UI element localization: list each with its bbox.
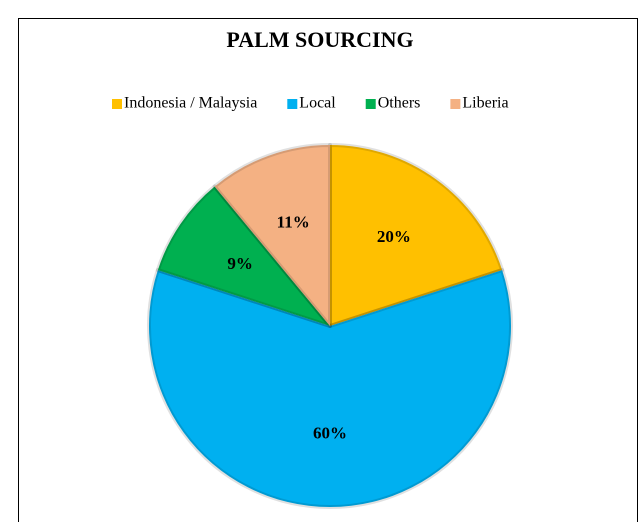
pie-slice <box>212 143 332 328</box>
legend-swatch <box>450 99 461 109</box>
data-label: 9% <box>227 254 253 273</box>
legend-label: Others <box>378 95 421 112</box>
pie-slice <box>147 268 513 509</box>
legend-label: Local <box>299 95 336 112</box>
pie-slice <box>328 143 505 328</box>
data-label: 11% <box>277 213 310 232</box>
data-label: 20% <box>377 227 411 246</box>
chart-title: PALM SOURCING <box>226 27 413 52</box>
legend-label: Indonesia / Malaysia <box>124 95 257 112</box>
legend-swatch <box>112 99 122 109</box>
pie-slice <box>155 184 332 328</box>
legend-label: Liberia <box>462 95 508 112</box>
data-label: 60% <box>313 424 347 443</box>
legend-swatch <box>287 99 298 109</box>
legend-swatch <box>365 99 376 109</box>
